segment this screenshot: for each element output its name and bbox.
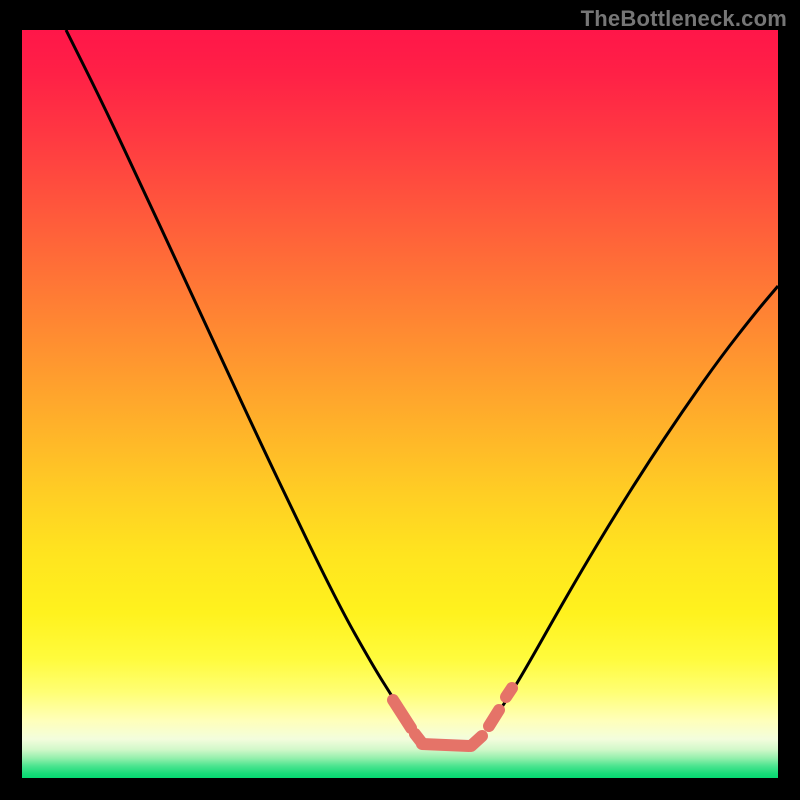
gradient-background xyxy=(22,30,778,778)
trough-marker-segment xyxy=(489,710,499,726)
chart-svg xyxy=(22,30,778,778)
trough-marker-segment xyxy=(422,744,469,746)
trough-marker-segment xyxy=(506,688,512,697)
plot-area xyxy=(22,30,778,778)
trough-marker-segment xyxy=(471,736,482,746)
watermark-text: TheBottleneck.com xyxy=(581,6,787,32)
